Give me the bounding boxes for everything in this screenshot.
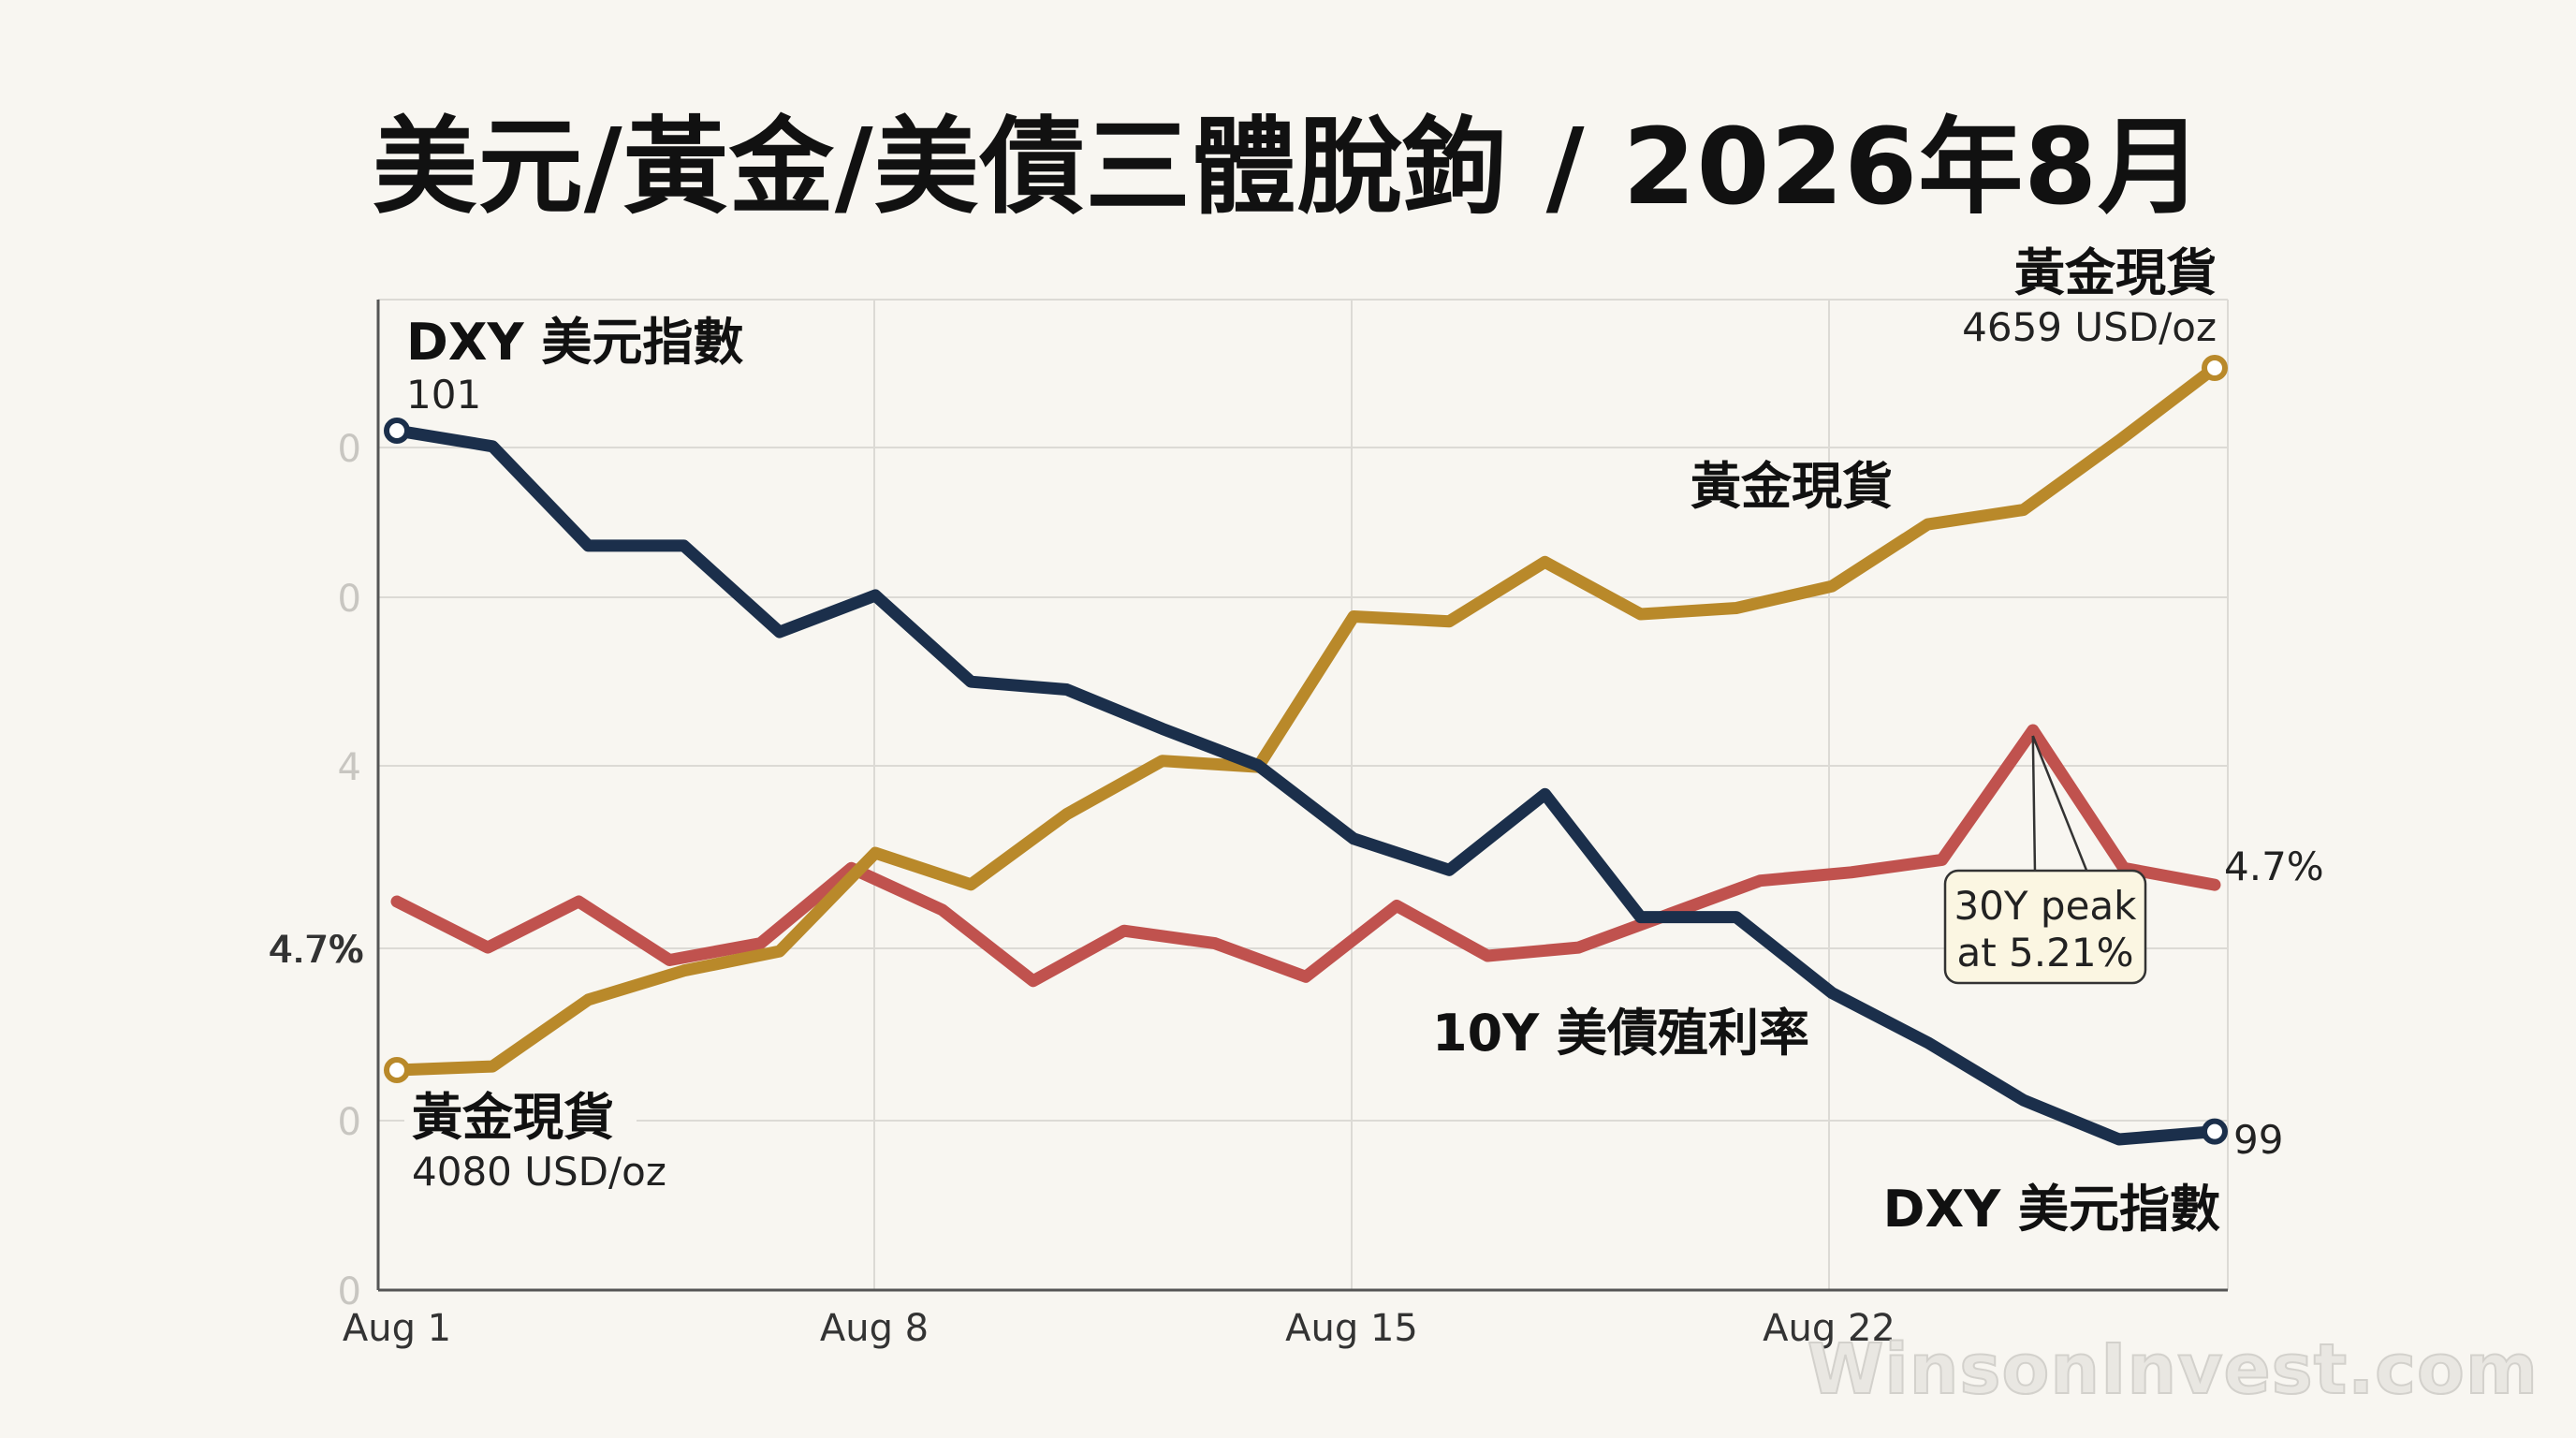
- y-tick-label: 4.7%: [268, 929, 363, 972]
- annotation-box: [1943, 869, 2147, 985]
- gold-start-label: 黃金現貨: [412, 1088, 614, 1147]
- gold-mid-label: 黃金現貨: [1690, 457, 1893, 516]
- watermark: WinsonInvest.com: [1807, 1328, 2539, 1411]
- endpoint-marker: [384, 418, 410, 444]
- endpoint-marker: [2202, 1118, 2228, 1145]
- dxy-start-label: DXY 美元指數: [406, 313, 743, 372]
- gold-end-label: 黃金現貨: [2014, 243, 2217, 302]
- dxy-start-value: 101: [406, 372, 481, 418]
- endpoint-marker: [2202, 355, 2228, 381]
- endpoint-markers: [384, 355, 2228, 1145]
- dxy-end-value: 99: [2233, 1117, 2283, 1163]
- tick-labels: Aug 1 Aug 8 Aug 15 Aug 22 0 0 4 4.7% 0 0: [268, 428, 1895, 1350]
- y-tick-label: 0: [338, 1270, 361, 1313]
- gold-start-label-bg: [404, 1088, 637, 1157]
- grid: [378, 299, 2229, 1290]
- annotation-leader: [2031, 735, 2037, 873]
- x-tick-label: Aug 8: [820, 1307, 929, 1350]
- y-tick-label: 4: [338, 746, 361, 789]
- endpoint-marker: [384, 1057, 410, 1083]
- annotation-leader: [2031, 735, 2089, 873]
- series-line-gold: [390, 361, 2221, 1077]
- y-tick-label: 0: [338, 578, 361, 621]
- annotation-line-2: at 5.21%: [1957, 930, 2134, 976]
- series-line-dxy: [390, 424, 2221, 1146]
- y-tick-label: 0: [338, 428, 361, 471]
- x-tick-label: Aug 15: [1285, 1307, 1418, 1350]
- dxy-end-label: DXY 美元指數: [1883, 1180, 2220, 1239]
- x-tick-label: Aug 22: [1763, 1307, 1895, 1350]
- gold-end-value: 4659 USD/oz: [1962, 304, 2217, 350]
- series-line-10y-yield: [390, 724, 2221, 988]
- yield-label: 10Y 美債殖利率: [1432, 1004, 1809, 1063]
- y-tick-label: 0: [338, 1101, 361, 1144]
- annotation-line-1: 30Y peak: [1954, 883, 2137, 929]
- yield-end-value: 4.7%: [2224, 844, 2324, 889]
- x-tick-label: Aug 1: [343, 1307, 451, 1350]
- yield-left-value: 4.7%: [270, 929, 365, 972]
- gold-start-value: 4080 USD/oz: [412, 1149, 666, 1195]
- axes: [376, 300, 2228, 1292]
- series-lines: [390, 361, 2221, 1146]
- chart-title: 美元/黃金/美債三體脫鉤 / 2026年8月: [372, 107, 2204, 228]
